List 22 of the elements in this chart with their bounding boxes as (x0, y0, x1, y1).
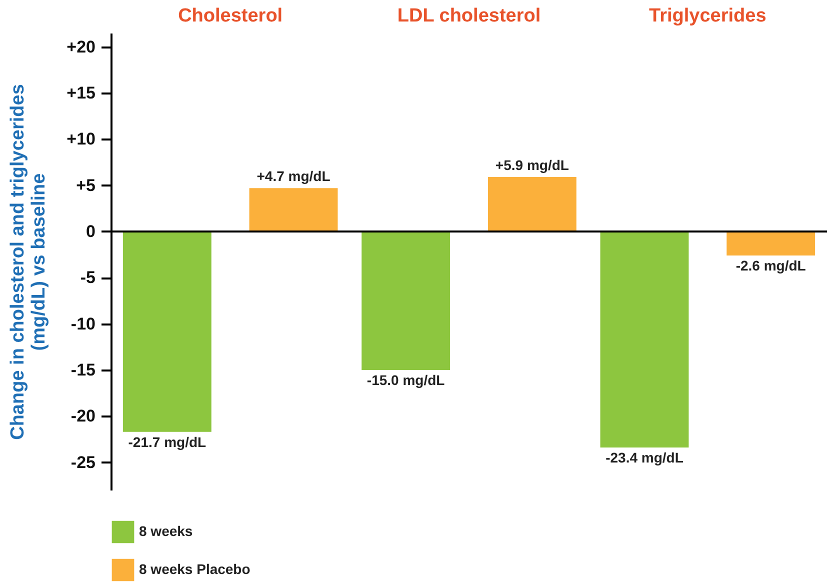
y-tick-label: 0 (86, 222, 96, 241)
data-label: -2.6 mg/dL (736, 258, 806, 274)
y-tick-label: -15 (70, 360, 96, 380)
y-tick-label: -10 (70, 314, 96, 334)
data-label: +5.9 mg/dL (495, 157, 570, 174)
y-tick-label: +15 (66, 84, 96, 103)
legend-label: 8 weeks Placebo (139, 561, 250, 577)
x-tick-label: LDL cholesterol (397, 6, 541, 26)
y-tick-label: -5 (80, 268, 96, 288)
x-tick-label: Triglycerides (649, 6, 766, 26)
y-axis-title: Change in cholesterol and triglycerides (mg/dL) vs baseline (8, 84, 50, 440)
data-label: -15.0 mg/dL (366, 372, 446, 388)
y-tick-label: +10 (66, 130, 96, 149)
y-tick-label: -25 (70, 452, 96, 472)
y-tick-label: +20 (66, 37, 96, 56)
legend-label: 8 weeks (139, 523, 193, 539)
y-tick-label: -20 (70, 406, 96, 426)
data-label: -21.7 mg/dL (128, 434, 206, 450)
data-label: +4.7 mg/dL (256, 168, 331, 184)
x-tick-label: Cholesterol (178, 6, 283, 26)
y-tick-label: +5 (76, 176, 96, 195)
data-label: -23.4 mg/dL (606, 450, 684, 466)
